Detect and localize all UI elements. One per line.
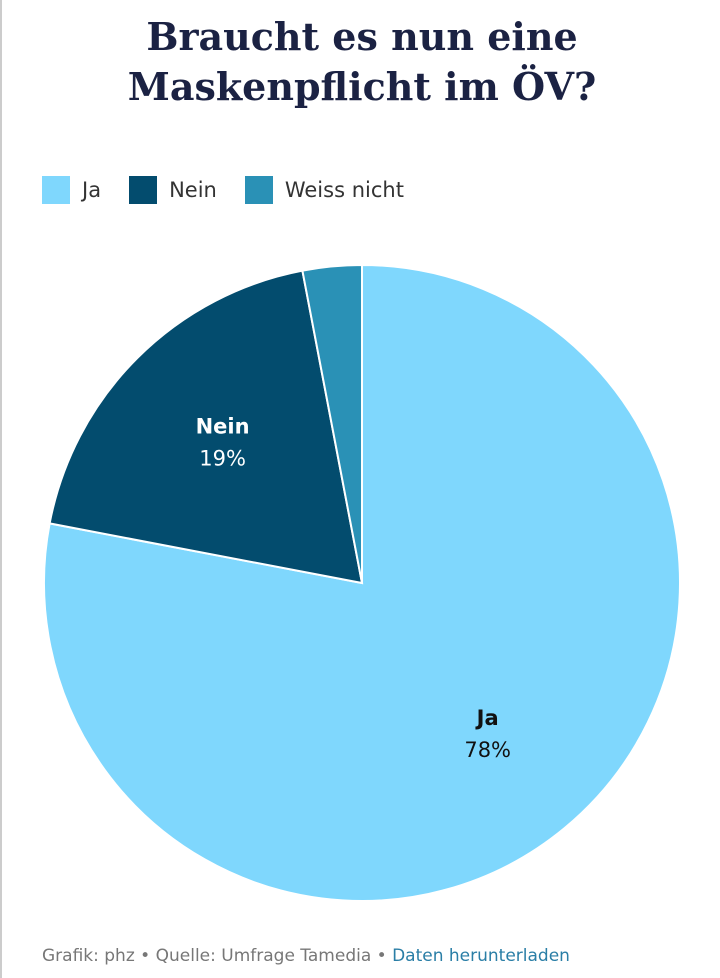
download-link[interactable]: Daten herunterladen [392, 946, 570, 966]
legend-label: Weiss nicht [284, 178, 404, 202]
legend-item: Nein [129, 176, 217, 204]
pie-slice [48, 269, 364, 585]
pie-slice [301, 263, 363, 584]
chart-title: Braucht es nun eine Maskenpflicht im ÖV? [127, 14, 597, 109]
slice-name: Nein [196, 415, 250, 439]
slice-value-label: 19% [199, 447, 246, 471]
legend-label: Ja [82, 178, 102, 202]
source: Quelle: Umfrage Tamedia [155, 946, 372, 966]
slice-value-label: 78% [464, 738, 511, 762]
legend-swatch [244, 176, 273, 204]
legend-item: Weiss nicht [244, 176, 404, 204]
credit: Grafik: phz [42, 946, 135, 966]
legend-label: Nein [169, 178, 217, 202]
footer: Grafik: phz • Quelle: Umfrage Tamedia • … [42, 946, 570, 966]
chart: Ja 78% Nein 19% [43, 263, 681, 902]
legend-item: Ja [42, 176, 101, 204]
pie-slice [43, 263, 681, 902]
legend: Ja Nein Weiss nicht [42, 176, 404, 204]
legend-swatch [42, 176, 70, 204]
slice-name: Ja [475, 706, 499, 730]
legend-swatch [129, 176, 158, 204]
